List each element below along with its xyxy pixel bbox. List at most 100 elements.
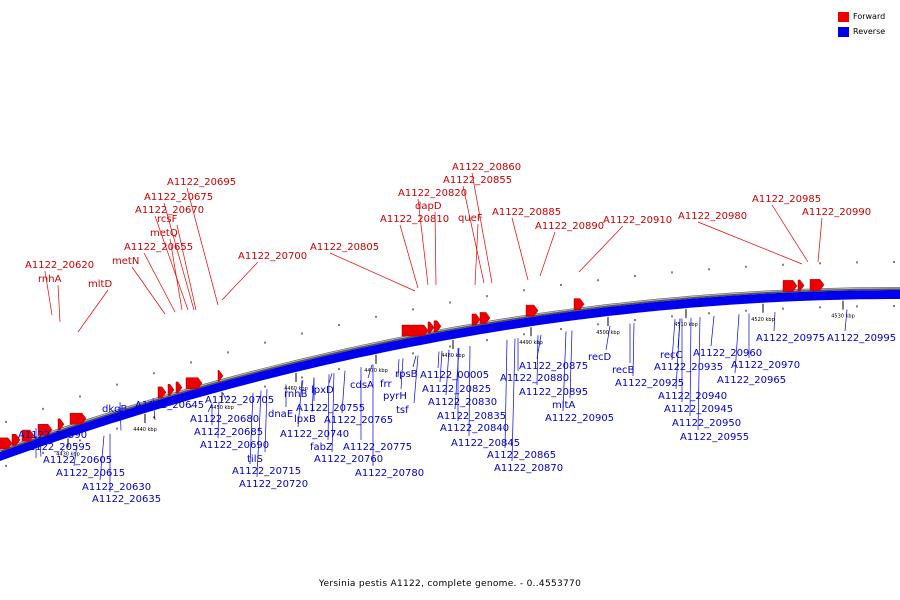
forward-gene-leader — [176, 224, 197, 311]
reverse-gene-label: A1122_20595 — [22, 442, 91, 453]
reverse-gene-leader — [468, 345, 471, 437]
reverse-gene-leader — [697, 316, 701, 431]
reverse-gene-leader — [256, 390, 262, 478]
reverse-gene-leader — [412, 355, 417, 368]
reverse-gene-label: A1122_20845 — [451, 438, 520, 449]
forward-gene-arrow — [797, 279, 805, 292]
forward-gene-arrow — [217, 370, 224, 382]
forward-gene-leader — [154, 215, 189, 311]
reverse-gene-label: A1122_20775 — [343, 442, 412, 453]
reverse-gene-leader — [73, 444, 78, 467]
forward-gene-leader — [131, 266, 166, 315]
reverse-gene-label: A1122_20865 — [487, 450, 556, 461]
reverse-gene-leader — [264, 389, 268, 453]
forward-gene-arrow — [782, 280, 798, 292]
reverse-gene-label: A1122_20880 — [500, 373, 569, 384]
reverse-gene-label: A1122_20940 — [658, 391, 727, 402]
reverse-gene-leader — [328, 373, 333, 384]
forward-gene-leader — [539, 231, 556, 277]
forward-gene-label: mltD — [88, 279, 112, 290]
forward-gene-leader — [77, 289, 109, 333]
reverse-gene-label: A1122_20760 — [314, 454, 383, 465]
forward-gene-arrow — [809, 279, 825, 291]
forward-gene-arrow — [0, 437, 13, 450]
forward-gene-label: A1122_20855 — [443, 175, 512, 186]
reverse-gene-label: A1122_20780 — [355, 468, 424, 479]
reverse-gene-label: rnhB — [284, 389, 308, 400]
ruler-label: 4440 kbp — [133, 427, 157, 433]
reverse-gene-leader — [445, 349, 450, 396]
reverse-gene-leader — [439, 350, 443, 383]
ruler-label: 4430 kbp — [56, 451, 80, 457]
reverse-gene-leader — [341, 370, 346, 414]
reverse-gene-leader — [297, 380, 303, 428]
genome-caption: Yersinia pestis A1122, complete genome. … — [318, 579, 582, 589]
reverse-gene-label: cdsA — [350, 380, 374, 391]
reverse-swatch — [838, 26, 849, 37]
forward-gene-arrow — [401, 324, 429, 337]
reverse-gene-label: lpxD — [311, 385, 334, 396]
forward-gene-leader — [771, 204, 809, 263]
reverse-gene-label: A1122_20630 — [82, 482, 151, 493]
ruler-label: 4470 kbp — [364, 368, 388, 374]
forward-gene-label: dapD — [415, 201, 442, 212]
forward-gene-arrow — [157, 386, 167, 399]
forward-gene-label: A1122_20810 — [380, 214, 449, 225]
reverse-gene-label: A1122_20870 — [494, 463, 563, 474]
reverse-gene-leader — [119, 401, 122, 431]
forward-gene-leader — [578, 225, 624, 273]
forward-gene-leader — [434, 211, 437, 286]
reverse-gene-leader — [367, 364, 373, 379]
reverse-gene-label: fabZ — [310, 442, 333, 453]
reverse-gene-leader — [773, 312, 776, 332]
reverse-gene-leader — [844, 309, 848, 332]
reverse-gene-label: A1122_20875 — [519, 361, 588, 372]
reverse-gene-leader — [400, 358, 404, 390]
forward-gene-leader — [511, 217, 529, 281]
legend: Forward Reverse — [838, 9, 885, 39]
reverse-gene-label: A1122_20755 — [296, 403, 365, 414]
forward-gene-label: metN — [112, 256, 139, 267]
reverse-gene-label: A1122_20960 — [693, 348, 762, 359]
forward-gene-label: metQ — [150, 228, 178, 239]
reverse-gene-label: recD — [588, 352, 612, 363]
forward-gene-arrow — [479, 312, 491, 324]
forward-gene-leader — [329, 252, 416, 292]
forward-gene-arrow — [69, 412, 87, 425]
forward-gene-arrow — [167, 384, 175, 396]
legend-forward-label: Forward — [853, 12, 886, 21]
reverse-gene-leader — [562, 331, 567, 412]
forward-gene-label: A1122_20700 — [238, 251, 307, 262]
reverse-gene-label: A1122_20635 — [92, 494, 161, 505]
forward-gene-arrow — [11, 434, 21, 446]
forward-gene-leader — [417, 198, 429, 286]
forward-gene-leader — [697, 221, 803, 265]
forward-gene-leader — [169, 238, 183, 311]
legend-forward: Forward — [838, 9, 885, 24]
reverse-gene-label: dkgB — [102, 404, 127, 415]
reverse-gene-leader — [511, 338, 516, 462]
reverse-gene-label: A1122_20720 — [239, 479, 308, 490]
reverse-gene-leader — [675, 318, 681, 390]
reverse-gene-label: A1122_20645 — [135, 400, 204, 411]
reverse-gene-leader — [222, 392, 227, 400]
reverse-gene-leader — [60, 448, 64, 454]
reverse-gene-leader — [689, 317, 692, 417]
reverse-gene-label: A1122_00005 — [420, 370, 489, 381]
reverse-gene-leader — [536, 335, 539, 386]
reverse-gene-leader — [569, 330, 573, 399]
forward-gene-leader — [221, 261, 259, 301]
forward-gene-label: A1122_20885 — [492, 207, 561, 218]
forward-gene-arrow — [57, 418, 65, 431]
forward-gene-arrow — [175, 381, 183, 394]
forward-gene-arrow — [471, 313, 481, 326]
reverse-gene-label: recC — [660, 350, 683, 361]
forward-gene-label: A1122_20985 — [752, 194, 821, 205]
reverse-gene-leader — [99, 435, 105, 481]
forward-gene-arrow — [433, 320, 442, 333]
forward-gene-arrow — [21, 429, 35, 442]
forward-gene-label: A1122_20620 — [25, 260, 94, 271]
forward-gene-arrow — [427, 321, 435, 334]
reverse-gene-leader — [437, 351, 440, 369]
reverse-gene-leader — [397, 359, 400, 378]
